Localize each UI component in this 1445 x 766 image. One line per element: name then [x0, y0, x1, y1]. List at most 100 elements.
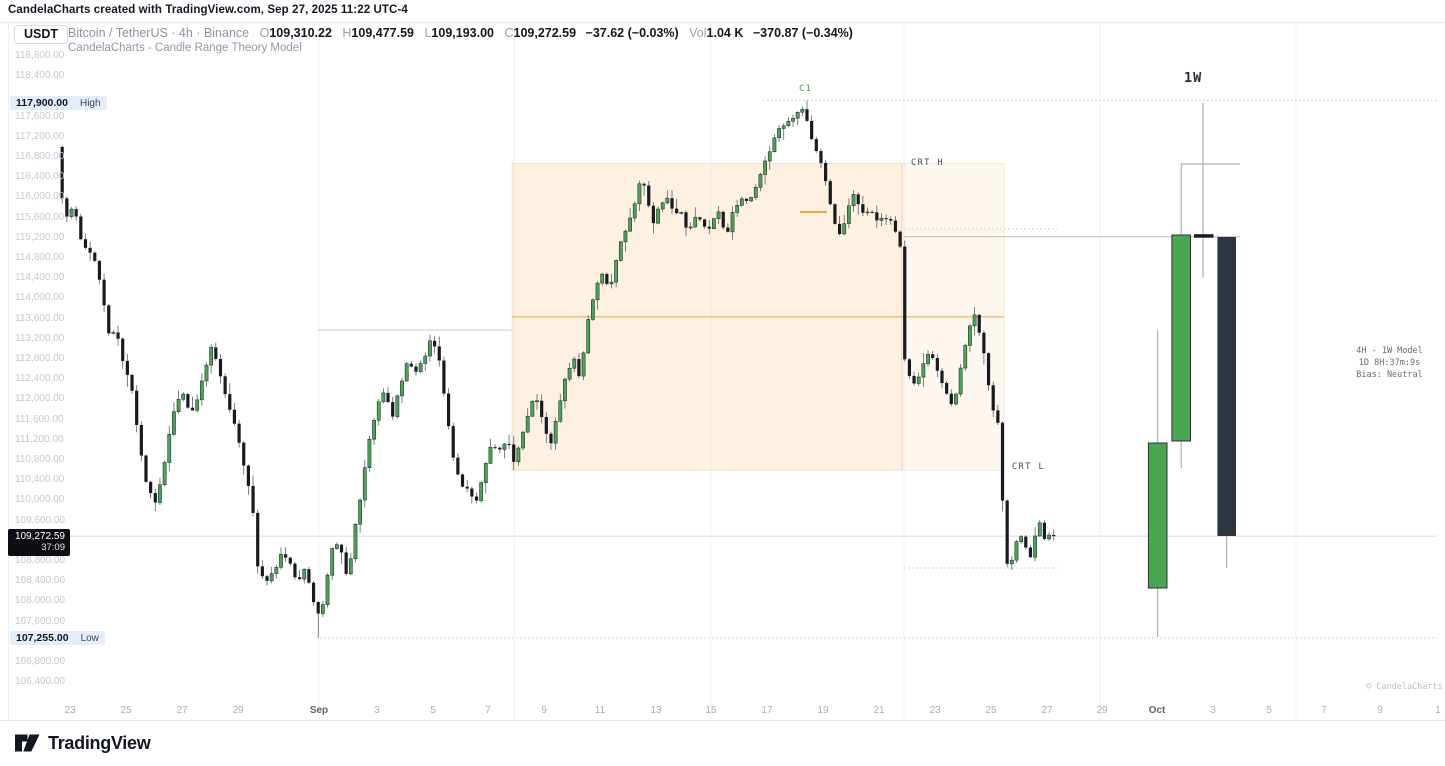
- candle-body: [679, 212, 684, 214]
- candle-body: [586, 319, 591, 354]
- candle-body: [404, 363, 409, 382]
- candle-body: [302, 568, 307, 580]
- candle-body: [311, 582, 316, 603]
- candle-body: [660, 202, 665, 210]
- crt-high-label: CRT H: [911, 158, 945, 168]
- candle-body: [693, 217, 698, 228]
- volume-label: Vol: [689, 26, 707, 40]
- candle-body: [544, 417, 548, 434]
- candle-body: [1047, 534, 1051, 540]
- candle-body: [865, 211, 870, 214]
- header-divider: [0, 22, 1445, 23]
- candle-body: [842, 223, 847, 235]
- symbol-description[interactable]: Bitcoin / TetherUS · 4h · Binance: [68, 26, 250, 40]
- candle-body: [507, 444, 511, 446]
- range-high-badge: 117,900.00 High: [10, 96, 107, 110]
- candle-body: [65, 198, 69, 217]
- y-axis-label: 112,400.00: [15, 373, 65, 385]
- tradingview-logo[interactable]: TradingView: [14, 731, 151, 755]
- candle-body: [549, 433, 553, 444]
- candle-body: [926, 353, 930, 364]
- candle-body: [116, 332, 120, 339]
- candle-body: [339, 544, 344, 553]
- candle-body: [1037, 522, 1042, 537]
- candle-body: [246, 465, 250, 486]
- symbol-ohlc-row: Bitcoin / TetherUS · 4h · Binance O109,3…: [68, 26, 853, 40]
- x-axis-label: 3: [1210, 705, 1216, 716]
- candle-body: [414, 366, 418, 372]
- currency-toggle-button[interactable]: USDT: [14, 25, 69, 44]
- candle-body: [209, 347, 214, 366]
- candle-body: [712, 218, 716, 229]
- candle-body: [763, 160, 767, 175]
- model-name: 4H - 1W Model: [1356, 346, 1423, 356]
- candle-body: [577, 359, 581, 377]
- candle-body: [772, 137, 777, 153]
- x-axis-label: 17: [761, 705, 773, 716]
- copyright-note: © CandelaCharts: [1366, 682, 1443, 692]
- weekly-open-dash-marker: [1194, 234, 1214, 238]
- candle-body: [781, 125, 786, 129]
- x-axis-label: 23: [64, 705, 76, 716]
- y-axis-label: 116,400.00: [15, 171, 65, 183]
- candle-body: [931, 354, 935, 359]
- candle-body: [474, 496, 479, 501]
- candle-body: [563, 378, 567, 402]
- y-axis-label: 110,000.00: [15, 494, 65, 506]
- candle-body: [744, 198, 749, 201]
- candle-body: [875, 212, 879, 221]
- candle-body: [954, 393, 958, 405]
- y-axis-label: 113,600.00: [15, 312, 65, 324]
- candle-body: [1028, 547, 1033, 558]
- candle-body: [982, 332, 986, 354]
- candle-body: [758, 174, 763, 188]
- close-value: 109,272.59: [513, 26, 577, 40]
- candle-body: [935, 358, 939, 371]
- candle-body: [558, 400, 563, 422]
- candle-body: [893, 220, 898, 232]
- candle-body: [618, 241, 623, 261]
- candle-body: [181, 393, 186, 400]
- y-axis-label: 112,000.00: [15, 393, 65, 405]
- candle-body: [553, 421, 558, 444]
- candle-body: [111, 332, 116, 334]
- y-axis-label: 114,000.00: [15, 292, 65, 304]
- candle-body: [265, 576, 269, 581]
- candle-body: [702, 219, 707, 227]
- range-high-tag: High: [79, 97, 101, 109]
- candle-body: [767, 151, 772, 162]
- candle-body: [69, 208, 74, 217]
- y-axis-label: 106,400.00: [15, 676, 66, 688]
- candle-body: [279, 553, 283, 568]
- candle-body: [716, 211, 721, 219]
- candle-body: [149, 481, 153, 494]
- candle-body: [214, 347, 218, 359]
- candle-body: [144, 455, 148, 482]
- model-info-block: 4H - 1W Model 1D 8H:37m:9s Bias: Neutral: [1327, 345, 1445, 381]
- candle-body: [409, 363, 413, 367]
- candle-body: [688, 226, 693, 229]
- candle-body: [381, 392, 386, 403]
- candle-body: [1014, 541, 1019, 561]
- candle-body: [670, 198, 674, 209]
- x-axis-label: Sep: [309, 705, 329, 716]
- candle-body: [963, 345, 968, 369]
- candle-body: [316, 602, 320, 614]
- candle-body: [581, 352, 586, 377]
- candle-body: [483, 463, 488, 483]
- candle-body: [837, 223, 842, 235]
- x-axis-label: 7: [485, 705, 491, 716]
- candle-body: [791, 117, 795, 122]
- candle-body: [856, 194, 860, 205]
- last-price-value: 109,272.59: [14, 531, 65, 542]
- x-axis-label: 23: [929, 705, 941, 716]
- left-axis-border: [8, 23, 9, 720]
- candle-body: [698, 217, 702, 220]
- candle-body: [833, 204, 837, 224]
- indicator-name[interactable]: CandelaCharts - Candle Range Theory Mode…: [68, 41, 302, 54]
- candle-body: [372, 419, 376, 440]
- y-axis-label: 110,800.00: [15, 454, 65, 465]
- candle-body: [958, 367, 963, 395]
- x-axis-label: 19: [817, 705, 829, 716]
